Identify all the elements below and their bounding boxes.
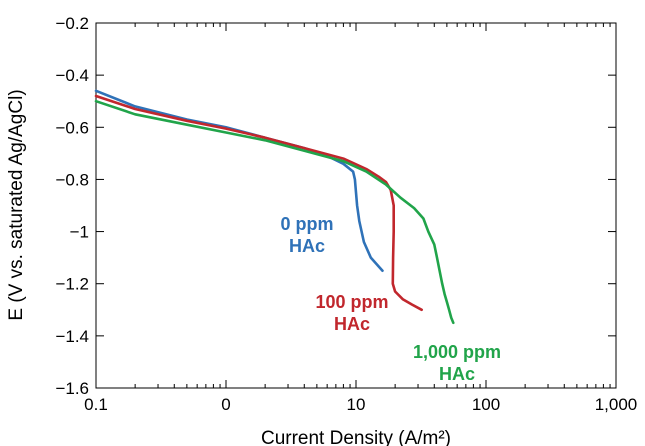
y-tick-label: −1 (70, 223, 89, 242)
series-label-2: 1,000 ppm (413, 342, 501, 362)
x-tick-label: 1,000 (595, 395, 638, 414)
series-line-2 (94, 99, 455, 325)
y-tick-label: −0.4 (55, 66, 89, 85)
series-label-0: HAc (289, 236, 325, 256)
y-tick-label: −0.2 (55, 14, 89, 33)
series-line-1 (94, 94, 423, 312)
series-label-1: 100 ppm (315, 292, 388, 312)
y-tick-label: −0.8 (55, 170, 89, 189)
series-label-0: 0 ppm (280, 214, 333, 234)
x-tick-label: 0 (221, 395, 230, 414)
x-axis-label: Current Density (A/m²) (261, 428, 451, 446)
x-tick-label: 0.1 (84, 395, 108, 414)
y-tick-label: −1.6 (55, 379, 89, 398)
x-tick-label: 10 (347, 395, 366, 414)
series-line-0 (94, 89, 384, 272)
y-axis-label: E (V vs. saturated Ag/AgCl) (6, 89, 27, 320)
series-lines (94, 89, 455, 325)
y-tick-label: −1.4 (55, 327, 89, 346)
y-tick-label: −0.6 (55, 118, 89, 137)
x-axis: 0.1 0 10 100 1,000 (84, 23, 637, 414)
minor-ticks (134, 23, 611, 388)
x-tick-label: 100 (472, 395, 500, 414)
y-axis: −1.6 −1.4 −1.2 −1 −0.8 −0.6 −0.4 −0.2 (55, 14, 616, 398)
series-label-2: HAc (439, 364, 475, 384)
y-tick-label: −1.2 (55, 275, 89, 294)
series-label-1: HAc (334, 314, 370, 334)
